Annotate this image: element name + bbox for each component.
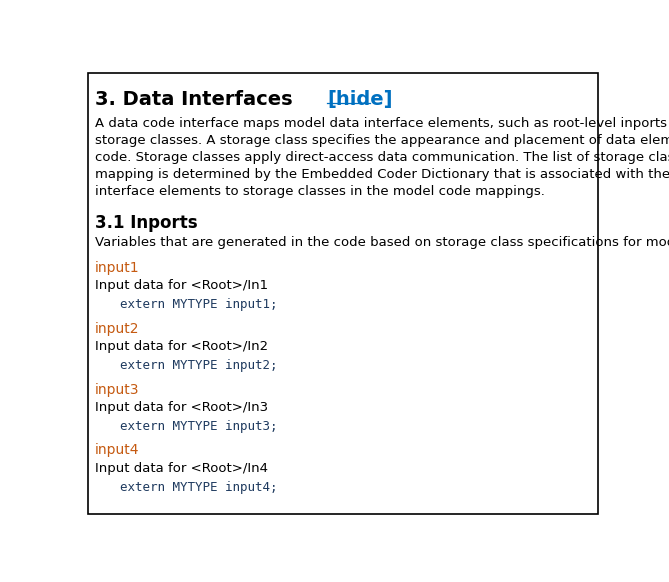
- Text: extern MYTYPE input3;: extern MYTYPE input3;: [120, 420, 278, 433]
- Text: code. Storage classes apply direct-access data communication. The list of storag: code. Storage classes apply direct-acces…: [95, 151, 669, 164]
- Text: extern MYTYPE input1;: extern MYTYPE input1;: [120, 299, 278, 311]
- Text: Input data for <Root>/In1: Input data for <Root>/In1: [95, 279, 268, 293]
- Text: 3.1 Inports: 3.1 Inports: [95, 214, 197, 232]
- Text: input3: input3: [95, 382, 140, 396]
- Text: input4: input4: [95, 443, 140, 457]
- FancyBboxPatch shape: [88, 73, 598, 514]
- Text: interface elements to storage classes in the model code mappings.: interface elements to storage classes in…: [95, 185, 545, 198]
- Text: extern MYTYPE input2;: extern MYTYPE input2;: [120, 359, 278, 372]
- Text: A data code interface maps model data interface elements, such as root-level inp: A data code interface maps model data in…: [95, 117, 669, 130]
- Text: Input data for <Root>/In4: Input data for <Root>/In4: [95, 462, 268, 475]
- Text: Input data for <Root>/In2: Input data for <Root>/In2: [95, 340, 268, 353]
- Text: 3. Data Interfaces: 3. Data Interfaces: [95, 90, 300, 109]
- Text: Input data for <Root>/In3: Input data for <Root>/In3: [95, 402, 268, 414]
- Text: [hide]: [hide]: [327, 90, 393, 109]
- Text: Variables that are generated in the code based on storage class specifications f: Variables that are generated in the code…: [95, 236, 669, 249]
- Text: storage classes. A storage class specifies the appearance and placement of data : storage classes. A storage class specifi…: [95, 134, 669, 147]
- Text: mapping is determined by the Embedded Coder Dictionary that is associated with t: mapping is determined by the Embedded Co…: [95, 168, 669, 181]
- Text: input1: input1: [95, 261, 140, 275]
- Text: input2: input2: [95, 322, 140, 336]
- Text: extern MYTYPE input4;: extern MYTYPE input4;: [120, 481, 278, 494]
